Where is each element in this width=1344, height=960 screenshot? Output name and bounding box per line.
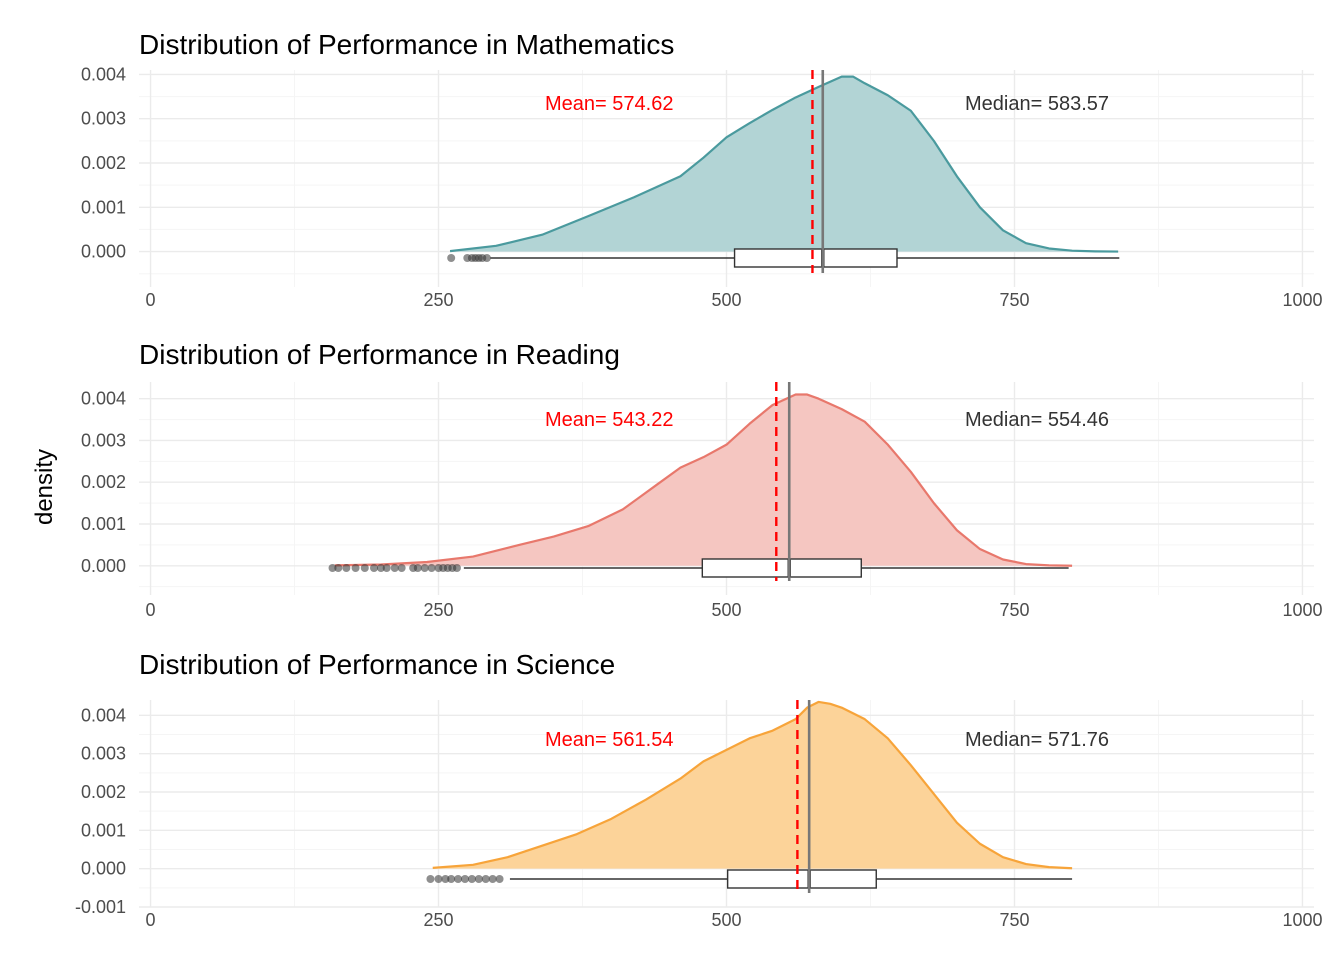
x-tick-label: 1000 bbox=[1282, 600, 1322, 620]
outlier-point bbox=[420, 564, 429, 572]
boxplot-box bbox=[726, 869, 877, 889]
chart-panel-1: Distribution of Performance in Mathemati… bbox=[81, 29, 1323, 310]
y-tick-label: 0.001 bbox=[81, 514, 126, 534]
panel-title: Distribution of Performance in Mathemati… bbox=[139, 29, 674, 60]
outlier-point bbox=[434, 875, 443, 883]
outlier-point bbox=[441, 875, 450, 883]
median-annotation: Median= 583.57 bbox=[965, 93, 1109, 115]
y-tick-label: 0.002 bbox=[81, 472, 126, 492]
density-line bbox=[432, 700, 1073, 870]
outlier-point bbox=[382, 564, 391, 572]
density-line bbox=[449, 75, 1119, 253]
panel-title: Distribution of Performance in Science bbox=[139, 649, 615, 680]
y-tick-label: 0.003 bbox=[81, 430, 126, 450]
chart-panel-2: Distribution of Performance in Reading 0 2… bbox=[81, 339, 1323, 620]
outlier-point bbox=[413, 564, 422, 572]
outlier-point bbox=[488, 875, 497, 883]
x-tick-label: 1000 bbox=[1282, 290, 1322, 310]
y-tick-label: 0.002 bbox=[81, 153, 126, 173]
x-tick-label: 1000 bbox=[1282, 910, 1322, 930]
outlier-point bbox=[481, 875, 490, 883]
y-tick-label: -0.001 bbox=[75, 897, 126, 917]
x-tick-label: 500 bbox=[711, 290, 741, 310]
mean-annotation: Mean= 543.22 bbox=[545, 409, 673, 431]
y-tick-label: 0.000 bbox=[81, 859, 126, 879]
median-annotation: Median= 554.46 bbox=[965, 409, 1109, 431]
mean-annotation: Mean= 561.54 bbox=[545, 729, 673, 751]
chart-panel-3: Distribution of Performance in Science 0 2… bbox=[75, 649, 1323, 930]
outlier-point bbox=[461, 875, 470, 883]
boxplot-box bbox=[701, 558, 862, 578]
y-tick-label: 0.003 bbox=[81, 109, 126, 129]
y-tick-label: 0.000 bbox=[81, 556, 126, 576]
x-tick-label: 250 bbox=[423, 290, 453, 310]
panel-title: Distribution of Performance in Reading bbox=[139, 339, 620, 370]
outlier-point bbox=[397, 564, 406, 572]
mean-annotation: Mean= 574.62 bbox=[545, 93, 673, 115]
outlier-point bbox=[351, 564, 360, 572]
y-axis-title: density bbox=[31, 449, 58, 525]
panels-group: Distribution of Performance in Mathemati… bbox=[75, 29, 1323, 930]
outlier-point bbox=[376, 564, 385, 572]
x-tick-label: 250 bbox=[423, 600, 453, 620]
outlier-point bbox=[474, 875, 483, 883]
outlier-point bbox=[390, 564, 399, 572]
outlier-point bbox=[447, 875, 456, 883]
x-tick-label: 0 bbox=[146, 910, 156, 930]
outlier-point bbox=[427, 564, 436, 572]
y-tick-label: 0.000 bbox=[81, 242, 126, 262]
x-tick-label: 750 bbox=[999, 290, 1029, 310]
outlier-point bbox=[454, 875, 463, 883]
x-tick-label: 250 bbox=[423, 910, 453, 930]
y-tick-label: 0.002 bbox=[81, 782, 126, 802]
density-area bbox=[334, 394, 1073, 566]
outlier-point bbox=[467, 875, 476, 883]
y-tick-label: 0.004 bbox=[81, 705, 126, 725]
boxplot-box bbox=[733, 248, 898, 268]
outlier-point bbox=[334, 564, 343, 572]
outlier-point bbox=[447, 254, 456, 262]
x-tick-label: 750 bbox=[999, 910, 1029, 930]
y-tick-label: 0.004 bbox=[81, 389, 126, 409]
outlier-point bbox=[452, 564, 461, 572]
y-tick-label: 0.003 bbox=[81, 744, 126, 764]
density-area bbox=[432, 701, 1073, 869]
outlier-point bbox=[342, 564, 351, 572]
y-tick-label: 0.001 bbox=[81, 197, 126, 217]
outlier-point bbox=[482, 254, 491, 262]
outlier-point bbox=[328, 564, 337, 572]
outlier-point bbox=[495, 875, 504, 883]
outlier-point bbox=[426, 875, 435, 883]
x-tick-label: 0 bbox=[146, 600, 156, 620]
x-tick-label: 0 bbox=[146, 290, 156, 310]
x-tick-label: 500 bbox=[711, 600, 741, 620]
x-tick-label: 500 bbox=[711, 910, 741, 930]
density-area bbox=[450, 76, 1119, 252]
density-line bbox=[334, 393, 1073, 567]
outlier-point bbox=[370, 564, 378, 572]
x-tick-label: 750 bbox=[999, 600, 1029, 620]
median-annotation: Median= 571.76 bbox=[965, 729, 1109, 751]
outlier-point bbox=[360, 564, 369, 572]
y-tick-label: 0.004 bbox=[81, 64, 126, 84]
y-tick-label: 0.001 bbox=[81, 820, 126, 840]
